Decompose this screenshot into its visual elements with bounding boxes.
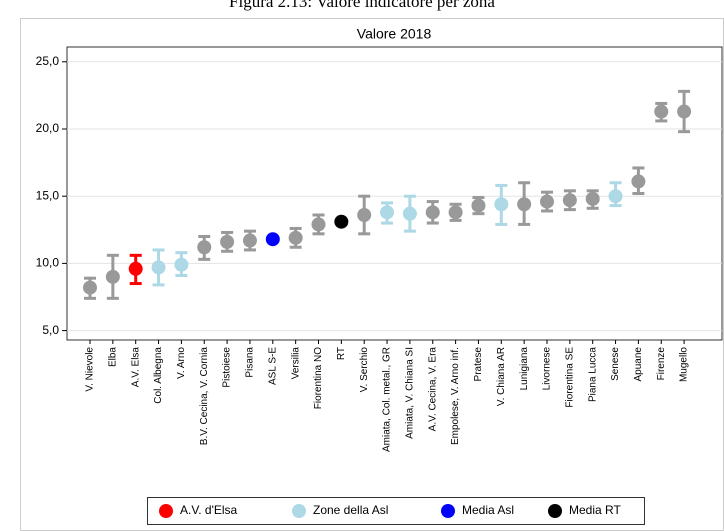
point	[128, 261, 143, 276]
x-tick-label: V. Nievole	[85, 347, 96, 392]
x-tick-label: Amiata, Col. metal., GR	[382, 347, 393, 452]
point	[494, 197, 509, 212]
y-tick-label: 10,0	[36, 256, 60, 270]
legend-label: A.V. d'Elsa	[180, 503, 238, 517]
point	[334, 214, 349, 229]
x-tick-label: Lunigiana	[519, 347, 530, 391]
point	[471, 198, 486, 213]
point	[631, 174, 646, 189]
y-tick-label: 20,0	[36, 121, 60, 135]
x-tick-label: Pratese	[473, 347, 484, 382]
legend-marker	[441, 504, 455, 518]
legend-label: Media RT	[569, 503, 621, 517]
legend-label: Media Asl	[462, 503, 514, 517]
legend-box	[147, 497, 645, 525]
x-tick-label: Pistoiese	[222, 347, 233, 388]
x-tick-label: Pisana	[245, 347, 256, 378]
point	[151, 260, 166, 275]
point	[288, 230, 303, 245]
x-tick-label: B.V. Cecina, V. Cornia	[199, 347, 210, 446]
x-tick-label: Firenze	[656, 347, 667, 381]
legend-label: Zone della Asl	[313, 503, 388, 517]
x-tick-label: RT	[336, 347, 347, 360]
point	[425, 205, 440, 220]
point	[608, 189, 623, 204]
point	[654, 104, 669, 119]
plot-area	[66, 46, 723, 341]
point	[585, 191, 600, 206]
y-tick-label: 25,0	[36, 54, 60, 68]
x-tick-label: Piana Lucca	[587, 347, 598, 402]
x-tick-label: Col. Albegna	[153, 347, 164, 404]
x-tick-label: ASL S-E	[267, 347, 278, 385]
point	[220, 234, 235, 249]
point	[242, 233, 257, 248]
legend-marker	[159, 504, 173, 518]
x-tick-label: Fiorentina NO	[313, 347, 324, 409]
point	[174, 257, 189, 272]
y-tick-label: 5,0	[42, 323, 59, 337]
x-tick-label: Senese	[610, 347, 621, 381]
x-tick-label: Fiorentina SE	[564, 347, 575, 408]
legend-marker	[548, 504, 562, 518]
point	[448, 205, 463, 220]
point	[357, 208, 372, 223]
x-tick-label: Empolese, V. Arno inf.	[450, 347, 461, 445]
x-tick-label: V. Serchio	[359, 347, 370, 393]
x-tick-label: V. Arno	[176, 347, 187, 379]
x-tick-label: A.V. Elsa	[130, 347, 141, 388]
point	[677, 104, 692, 119]
point	[380, 205, 395, 220]
chart-frame	[20, 18, 724, 531]
x-tick-label: Apuane	[633, 347, 644, 382]
point	[311, 217, 326, 232]
point	[517, 197, 532, 212]
x-tick-label: Mugello	[679, 347, 690, 382]
point	[197, 240, 212, 255]
x-tick-label: Livornese	[542, 347, 553, 391]
x-tick-label: Elba	[107, 347, 118, 367]
figure-title: Figura 2.13: Valore indicatore per zona	[229, 0, 495, 11]
x-tick-label: A.V. Cecina, V. Era	[427, 347, 438, 432]
point	[265, 232, 280, 247]
y-tick-label: 15,0	[36, 188, 60, 202]
point	[402, 206, 417, 221]
x-tick-label: Amiata, V. Chiana SI	[405, 347, 416, 439]
legend-marker	[292, 504, 306, 518]
point	[540, 194, 554, 209]
point	[83, 280, 97, 295]
x-tick-label: V. Chiana AR	[496, 347, 507, 406]
point	[105, 269, 120, 284]
x-tick-label: Versilia	[290, 347, 301, 380]
point	[562, 193, 577, 208]
chart-subtitle: Valore 2018	[357, 26, 432, 42]
